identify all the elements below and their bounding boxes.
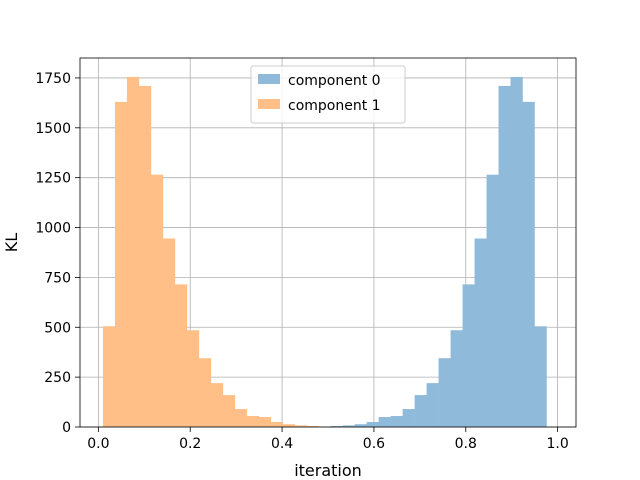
y-axis-ticks: 0 250 500 750 1000 1250 1500 1750 [35, 71, 80, 436]
x-tick-label: 0.4 [271, 436, 293, 452]
legend-label-component-0: component 0 [288, 73, 381, 89]
y-tick-label: 1000 [35, 221, 71, 237]
bar-component-0 [414, 395, 427, 427]
bar-component-1 [150, 174, 164, 427]
bar-component-1 [294, 425, 308, 427]
bar-component-1 [174, 284, 188, 427]
x-tick-label: 1.0 [546, 436, 568, 452]
bar-component-0 [330, 426, 343, 427]
bar-component-0 [342, 425, 355, 427]
y-tick-label: 250 [44, 370, 71, 386]
legend: component 0 component 1 [250, 65, 406, 124]
legend-label-component-1: component 1 [288, 98, 381, 114]
bar-component-1 [114, 101, 128, 428]
y-axis-label: KL [2, 233, 21, 252]
y-tick-label: 500 [44, 320, 71, 336]
bar-component-1 [126, 76, 140, 428]
y-tick-label: 750 [44, 270, 71, 286]
y-tick-label: 1750 [35, 71, 71, 87]
bar-component-0 [498, 85, 511, 428]
bar-component-0 [486, 174, 499, 427]
y-tick-label: 1500 [35, 121, 71, 137]
bar-component-0 [402, 409, 415, 427]
bar-component-1 [210, 383, 224, 427]
bar-component-0 [366, 422, 379, 427]
legend-box [250, 65, 406, 124]
legend-swatch-component-1 [258, 99, 280, 109]
bar-component-1 [102, 326, 116, 427]
bar-component-1 [258, 417, 272, 427]
bar-component-1 [222, 395, 236, 427]
bar-component-1 [234, 409, 248, 427]
bar-component-1 [162, 238, 176, 427]
y-tick-label: 0 [62, 420, 71, 436]
x-axis-ticks: 0.0 0.2 0.4 0.6 0.8 1.0 [87, 427, 569, 452]
bar-component-0 [438, 358, 451, 427]
bars-layer [102, 76, 547, 428]
x-tick-label: 0.0 [87, 436, 109, 452]
bar-component-0 [378, 417, 391, 427]
plot-frame [79, 57, 577, 428]
bar-component-1 [138, 85, 152, 428]
bar-component-0 [426, 383, 439, 427]
x-tick-label: 0.6 [363, 436, 385, 452]
x-tick-label: 0.8 [455, 436, 477, 452]
x-tick-label: 0.2 [179, 436, 201, 452]
legend-swatch-component-0 [258, 74, 280, 84]
x-axis-label: iteration [294, 461, 362, 480]
bar-component-1 [306, 426, 320, 427]
bar-component-0 [462, 284, 475, 427]
bar-component-0 [354, 424, 367, 427]
y-tick-label: 1250 [35, 171, 71, 187]
bar-component-0 [450, 330, 463, 427]
bar-component-0 [522, 101, 535, 428]
bar-component-0 [474, 238, 487, 427]
bar-component-1 [282, 424, 296, 427]
bar-component-0 [510, 76, 523, 428]
bar-component-1 [246, 416, 260, 427]
bar-component-0 [534, 326, 547, 427]
bar-component-1 [198, 358, 212, 427]
bar-component-0 [390, 416, 403, 427]
bar-component-1 [186, 330, 200, 427]
bar-component-1 [270, 422, 284, 427]
